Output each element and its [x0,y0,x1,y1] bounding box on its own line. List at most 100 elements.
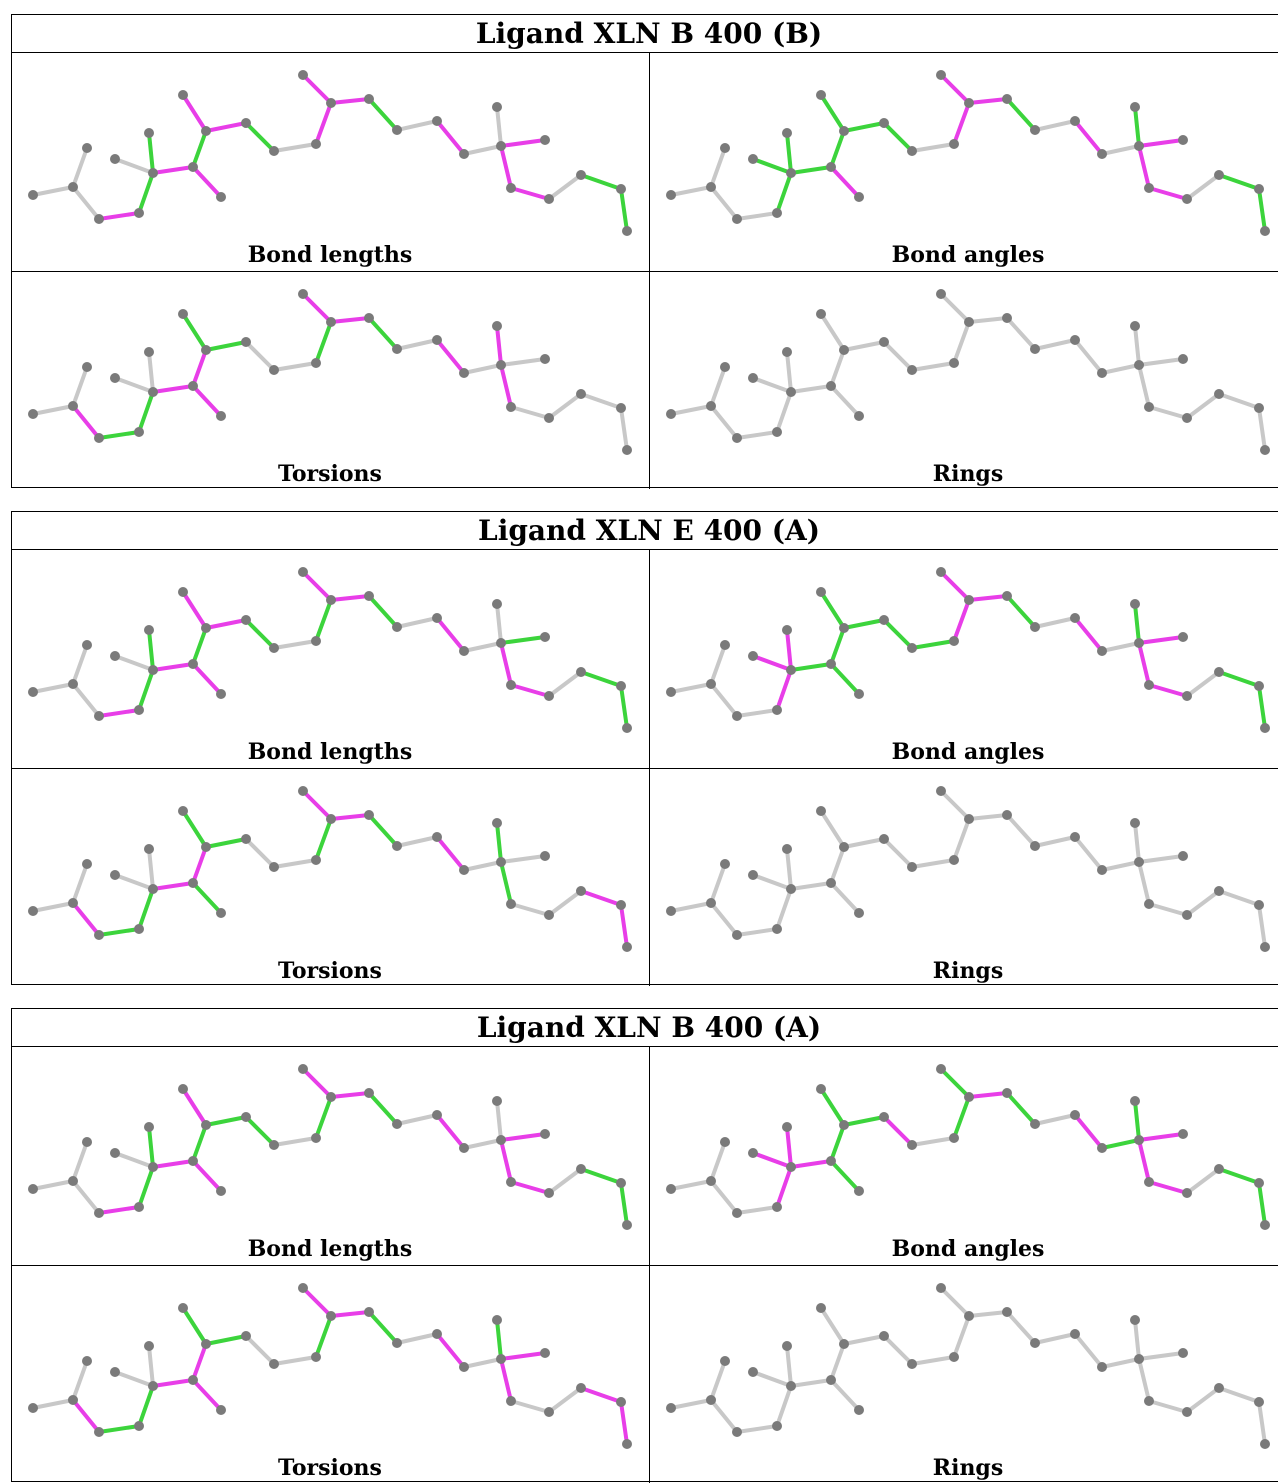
bond [495,821,503,864]
bond [669,404,713,416]
atom [666,1403,676,1413]
atom [496,857,506,867]
bond [462,363,503,375]
atom [201,126,211,136]
atom [540,135,550,145]
bond [272,361,318,372]
atom [576,170,586,180]
atom [540,632,550,642]
panel-label: Bond angles [891,242,1045,268]
atom [311,1133,321,1143]
atom [1144,1177,1154,1187]
bond [1133,1099,1141,1142]
atom [269,643,279,653]
bond [191,384,223,418]
bond [952,1314,971,1359]
bond [71,146,89,189]
atom [732,1427,742,1437]
bond [735,211,779,221]
atom [364,94,374,104]
bond [910,1136,956,1147]
bond [709,862,727,905]
atom [298,289,308,299]
atom [492,818,502,828]
bond [181,809,208,849]
atom [936,786,946,796]
bond [499,860,513,906]
bond [1073,1332,1104,1369]
atom [1097,646,1107,656]
bond [495,1099,503,1142]
bond [1005,594,1037,629]
atom [364,313,374,323]
bond [204,121,248,133]
atom [666,1184,676,1194]
ligand-title: Ligand XLN E 400 (A) [12,512,1278,550]
atom [1260,226,1270,236]
atom [311,636,321,646]
bond [137,1165,155,1209]
atom [854,192,864,202]
atom [622,1220,632,1230]
atom [216,908,226,918]
bond [709,682,739,718]
atom [326,98,336,108]
bond [244,340,276,372]
bond [97,1424,141,1434]
atom [178,1303,188,1313]
atom [1070,116,1080,126]
atom [879,834,889,844]
bond [1033,1113,1077,1126]
bond [669,185,713,197]
bond [509,1180,551,1195]
bond [367,1091,399,1126]
bond [829,1123,846,1163]
atom [576,1164,586,1174]
bond [1257,187,1267,233]
bond [819,809,846,849]
bond [829,1159,861,1193]
bond [499,1138,513,1184]
atom [68,1176,78,1186]
atom [28,409,38,419]
bond [191,1378,223,1412]
bond [113,1370,155,1388]
bond [819,1087,846,1127]
atom [506,1396,516,1406]
atom [216,1186,226,1196]
atom [1260,445,1270,455]
atom [432,613,442,623]
bond [314,817,333,862]
atom [392,841,402,851]
atom [188,162,198,172]
atom [1002,313,1012,323]
bond [967,1310,1009,1318]
bond [301,789,333,821]
bond [31,185,75,197]
atom [748,373,758,383]
bond [113,157,155,175]
atom [110,1148,120,1158]
atom [188,381,198,391]
bond [709,146,727,189]
bond [1137,1138,1151,1184]
bond [709,643,727,686]
atom [839,623,849,633]
atom [148,884,158,894]
bond [71,1140,89,1183]
atom [706,401,716,411]
atom [839,345,849,355]
bond [329,594,371,602]
bond [1137,1351,1185,1361]
bond [137,887,155,931]
bond [1100,1138,1141,1150]
bond [395,119,439,132]
panel-torsions: Torsions [12,769,648,986]
bond [191,1159,223,1193]
bond [1133,324,1141,367]
atom [326,1092,336,1102]
bond [191,845,208,885]
atom [1070,1329,1080,1339]
atom [134,208,144,218]
bond [509,186,551,201]
